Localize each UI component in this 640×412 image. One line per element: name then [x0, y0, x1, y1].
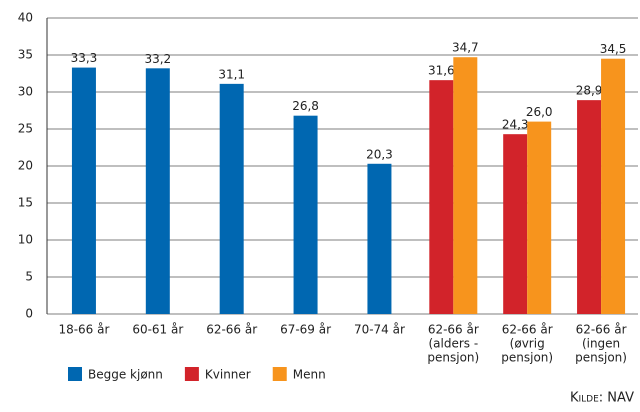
bar: [293, 115, 318, 315]
y-tick-label: 25: [18, 122, 33, 136]
x-tick-label: pensjon): [427, 351, 479, 365]
x-tick-label: 62-66 år: [206, 323, 257, 337]
x-tick-label: (ingen: [582, 337, 620, 351]
bar: [601, 58, 626, 315]
bar: [367, 163, 392, 314]
y-tick-label: 0: [25, 307, 33, 321]
y-tick-label: 15: [18, 196, 33, 210]
source: Kilde: NAV: [570, 391, 634, 406]
legend-swatch: [272, 367, 287, 381]
value-label: 20,3: [366, 147, 393, 161]
bar: [219, 83, 244, 314]
value-label: 33,2: [144, 52, 171, 66]
x-tick-label: 62-66 år: [502, 323, 553, 337]
x-tick-label: 62-66 år: [428, 323, 479, 337]
y-tick-label: 35: [18, 48, 33, 62]
x-tick-label: 67-69 år: [280, 323, 331, 337]
x-tick-label: (alders -: [428, 337, 478, 351]
x-tick-label: pensjon): [575, 351, 627, 365]
x-tick-label: pensjon): [501, 351, 553, 365]
value-label: 34,7: [452, 41, 479, 55]
value-label: 26,0: [526, 105, 553, 119]
y-tick-label: 5: [25, 270, 33, 284]
x-tick-label: 60-61 år: [132, 323, 183, 337]
legend-swatch: [68, 367, 82, 381]
y-tick-label: 40: [18, 11, 33, 25]
bar: [71, 67, 96, 314]
bar: [145, 68, 170, 314]
value-label: 33,3: [71, 51, 98, 65]
bar: [577, 100, 602, 314]
bar: [429, 80, 454, 314]
legend-label: Menn: [293, 368, 326, 382]
legend-label: Begge kjønn: [88, 368, 163, 382]
value-label: 31,6: [428, 64, 455, 78]
legend-label: Kvinner: [205, 368, 251, 382]
value-label: 31,1: [218, 67, 245, 81]
y-tick-label: 20: [18, 159, 33, 173]
legend-swatch: [184, 367, 199, 381]
value-label: 34,5: [600, 42, 627, 56]
x-tick-label: (øvrig: [510, 337, 545, 351]
bar: [453, 57, 478, 314]
x-tick-label: 62-66 år: [576, 323, 627, 337]
bar: [527, 121, 552, 314]
value-label: 24,3: [502, 118, 529, 132]
y-tick-label: 30: [18, 85, 33, 99]
bar: [503, 134, 528, 314]
y-tick-label: 10: [18, 233, 33, 247]
value-label: 26,8: [292, 99, 319, 113]
x-tick-label: 18-66 år: [58, 323, 109, 337]
x-tick-label: 70-74 år: [354, 323, 405, 337]
value-label: 28,9: [576, 84, 603, 98]
